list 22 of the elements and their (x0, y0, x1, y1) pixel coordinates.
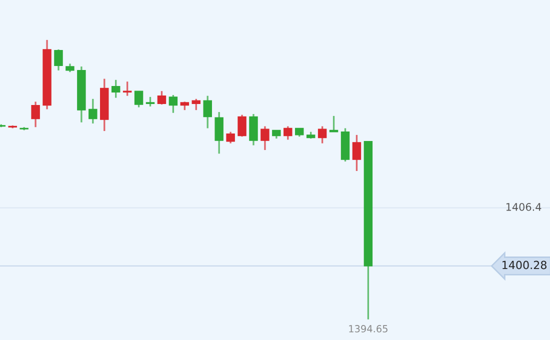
candlestick (111, 79, 120, 99)
candlestick (284, 125, 292, 141)
candlestick (192, 98, 201, 111)
text: 1400.28 (502, 260, 546, 270)
candlestick (168, 94, 178, 114)
candlestick (157, 90, 166, 106)
candlestick (214, 111, 224, 154)
candlestick (134, 90, 144, 108)
candlestick (203, 94, 212, 130)
candlestick (54, 48, 63, 72)
text: 1394.65 (349, 325, 388, 332)
candlestick (226, 131, 235, 144)
text: 1406.4 (506, 203, 542, 211)
candlestick (352, 134, 362, 172)
candlestick (318, 125, 327, 144)
candlestick (122, 80, 132, 97)
candlestick (238, 114, 246, 138)
candlestick (249, 113, 258, 146)
candlestick (31, 100, 40, 128)
candlestick (88, 98, 98, 124)
candlestick (260, 125, 270, 151)
candlestick (146, 96, 155, 108)
